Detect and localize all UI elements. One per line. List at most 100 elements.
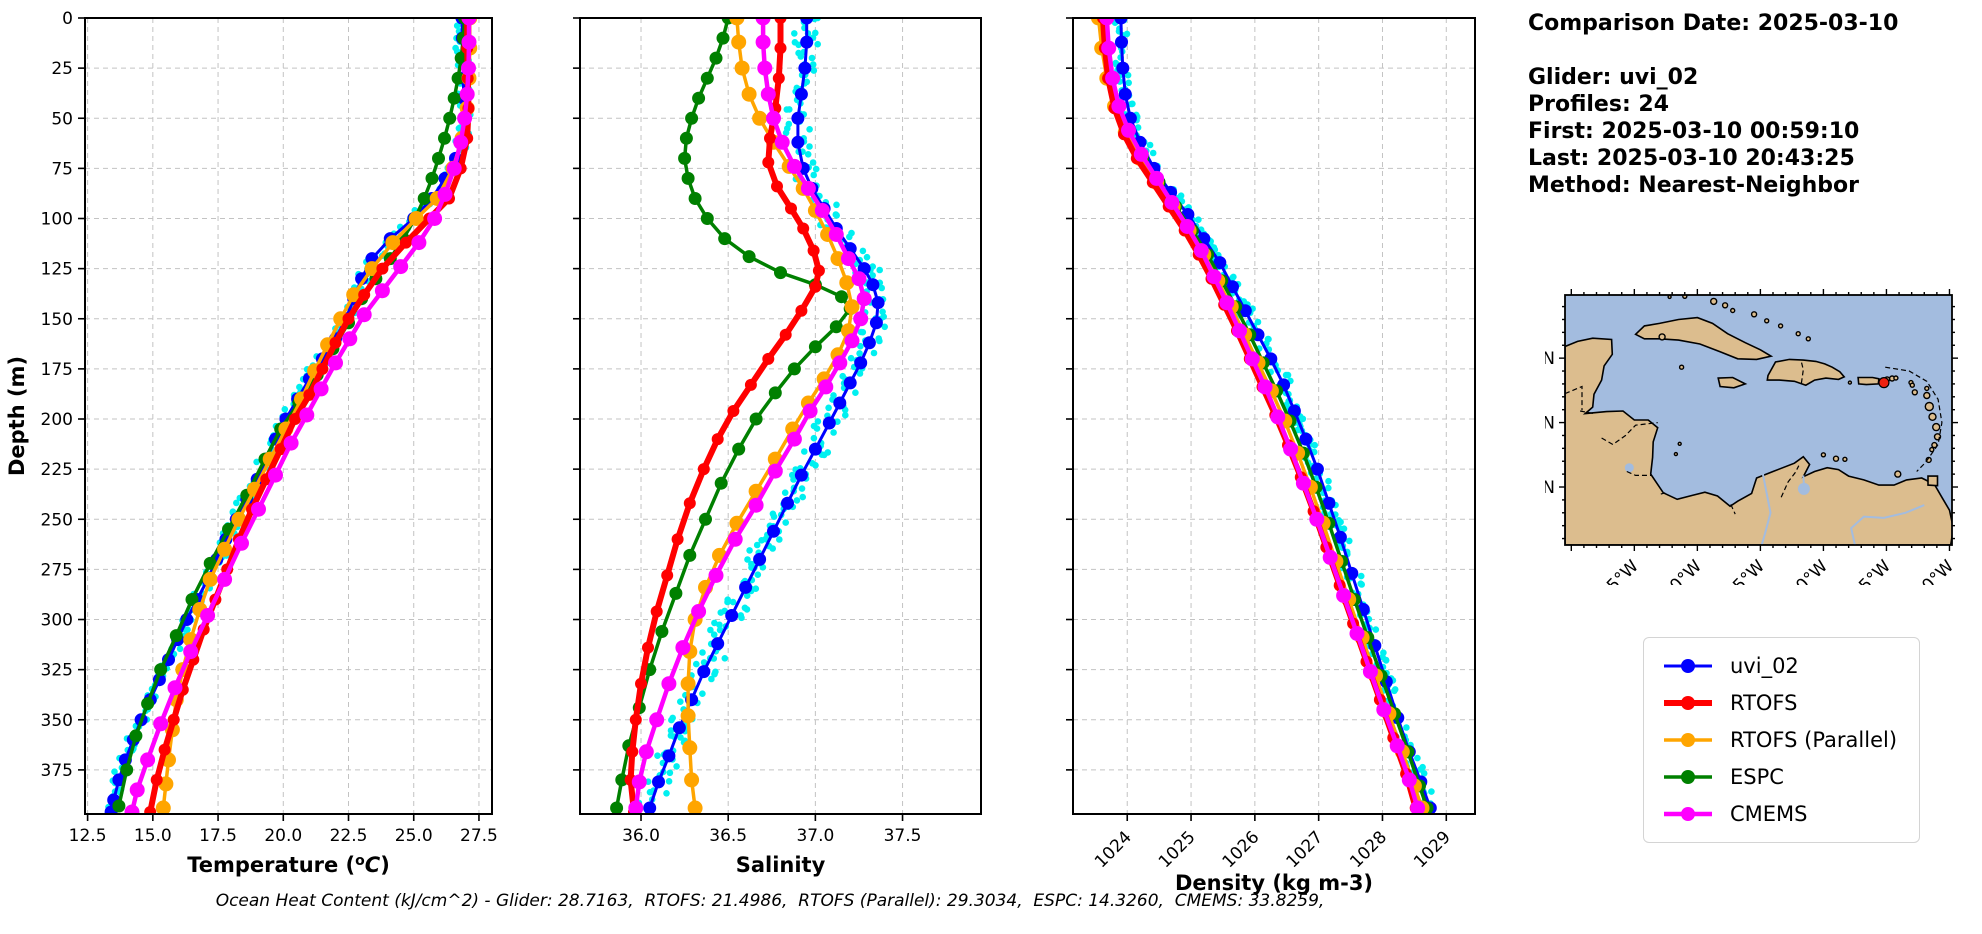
svg-text:15.0: 15.0 bbox=[134, 826, 172, 846]
map-island bbox=[1805, 336, 1811, 342]
glider-location-marker bbox=[1878, 377, 1890, 389]
map-lake bbox=[1797, 482, 1810, 495]
map-lake bbox=[1624, 463, 1634, 473]
map-landmass bbox=[1927, 475, 1939, 487]
svg-text:80°W: 80°W bbox=[1659, 556, 1706, 585]
map-island bbox=[1677, 441, 1682, 447]
map-island bbox=[1924, 401, 1934, 412]
caribbean-map-svg: 20°N 15°N 10°N 85°W 80°W 75°W 70°W 65°W 60°W bbox=[1512, 289, 1958, 604]
uvi_02-profile bbox=[643, 11, 885, 815]
map-landmass bbox=[1634, 316, 1774, 361]
legend-item-espc: ESPC bbox=[1662, 765, 1897, 789]
legend-line-sample bbox=[1664, 733, 1712, 747]
CMEMS-line bbox=[1104, 15, 1420, 811]
RTOFS-line bbox=[627, 15, 822, 815]
density-axis-label: Density (kg m-3) bbox=[1175, 871, 1373, 895]
RTOFS (Parallel)-profile bbox=[155, 10, 478, 816]
map-frame bbox=[1564, 294, 1953, 546]
map-island bbox=[1925, 456, 1932, 464]
axis-ticks bbox=[573, 17, 904, 821]
uvi_02-profile bbox=[1114, 11, 1437, 815]
svg-text:25.0: 25.0 bbox=[395, 826, 433, 846]
first-time-text: First: 2025-03-10 00:59:10 bbox=[1528, 119, 1860, 144]
axis-ticks bbox=[1066, 17, 1448, 821]
legend-line-sample bbox=[1664, 659, 1712, 673]
map-boundary-line bbox=[1601, 422, 1658, 446]
uvi_02-profile bbox=[104, 11, 472, 819]
legend-label: RTOFS bbox=[1730, 691, 1798, 715]
svg-text:85°W: 85°W bbox=[1596, 556, 1643, 585]
RTOFS-profile bbox=[1097, 12, 1422, 814]
svg-text:150: 150 bbox=[41, 310, 73, 330]
svg-text:75: 75 bbox=[51, 159, 73, 179]
map-island bbox=[1928, 412, 1937, 422]
svg-text:37.5: 37.5 bbox=[884, 826, 922, 846]
svg-text:20.0: 20.0 bbox=[264, 826, 302, 846]
CMEMS-profile bbox=[628, 10, 872, 816]
legend: uvi_02 RTOFS RTOFS (Parallel) ESPC CMEMS bbox=[1643, 637, 1921, 843]
legend-item-rtofs: RTOFS bbox=[1662, 691, 1897, 715]
map-river bbox=[1760, 473, 1772, 545]
map-boundary-line bbox=[1565, 385, 1583, 411]
map-ticks bbox=[1559, 289, 1958, 551]
map-boundary-line bbox=[1780, 465, 1800, 498]
map-island bbox=[1923, 391, 1931, 400]
legend-label: RTOFS (Parallel) bbox=[1730, 728, 1898, 752]
svg-text:36.5: 36.5 bbox=[709, 826, 747, 846]
salinity-profile-svg: 36.0 36.5 37.0 37.5 Salinity bbox=[520, 0, 1010, 900]
legend-label: uvi_02 bbox=[1730, 654, 1799, 678]
svg-text:20°N: 20°N bbox=[1545, 349, 1555, 369]
map-island bbox=[1924, 385, 1930, 392]
legend-line-sample bbox=[1664, 807, 1712, 821]
svg-text:125: 125 bbox=[41, 260, 73, 280]
map-river bbox=[1802, 475, 1805, 485]
ocean-heat-content-footer: Ocean Heat Content (kJ/cm^2) - Glider: 2… bbox=[215, 891, 1325, 911]
svg-text:65°W: 65°W bbox=[1848, 556, 1895, 585]
map-island bbox=[1911, 389, 1918, 396]
svg-text:70°W: 70°W bbox=[1785, 556, 1832, 585]
info-spacer bbox=[1528, 37, 1898, 64]
svg-text:17.5: 17.5 bbox=[199, 826, 237, 846]
map-landmass bbox=[1857, 376, 1880, 386]
map-boundary-line bbox=[1885, 366, 1943, 472]
comparison-date-text: Comparison Date: 2025-03-10 bbox=[1528, 11, 1899, 36]
map-island bbox=[1929, 446, 1935, 453]
legend-item-cmems: CMEMS bbox=[1662, 802, 1897, 826]
y-tick-labels: 0 25 50 75 100 125 150 175 200 225 250 275 300 325 350… bbox=[41, 9, 73, 781]
legend-label: CMEMS bbox=[1730, 802, 1808, 826]
profiles-count-text: Profiles: 24 bbox=[1528, 92, 1670, 117]
map-island bbox=[1729, 307, 1736, 314]
RTOFS (Parallel)-line bbox=[161, 16, 472, 810]
svg-text:200: 200 bbox=[41, 410, 73, 430]
map-island bbox=[1931, 441, 1938, 449]
map-boundary-line bbox=[1626, 470, 1652, 476]
temperature-profile-svg: 12.5 15.0 17.5 20.0 22.5 25.0 27.5 0 25 50 75 100 12… bbox=[0, 0, 520, 900]
legend-label: ESPC bbox=[1730, 765, 1784, 789]
svg-text:37.0: 37.0 bbox=[796, 826, 834, 846]
svg-text:10°N: 10°N bbox=[1545, 478, 1555, 498]
x-tick-labels: 12.5 15.0 17.5 20.0 22.5 25.0 27.5 bbox=[69, 826, 498, 846]
RTOFS-line bbox=[1100, 15, 1419, 811]
map-island bbox=[1678, 364, 1685, 370]
svg-text:250: 250 bbox=[41, 510, 73, 530]
map-island bbox=[1763, 318, 1770, 324]
map-boundary-line bbox=[1800, 361, 1804, 384]
svg-text:175: 175 bbox=[41, 360, 73, 380]
glider-name-text: Glider: uvi_02 bbox=[1528, 65, 1699, 90]
axes-frame bbox=[579, 17, 982, 815]
method-text: Method: Nearest-Neighbor bbox=[1528, 173, 1859, 198]
temperature-axis-label: Temperature (oC) bbox=[187, 853, 390, 877]
map-boundary-line bbox=[1660, 492, 1666, 495]
svg-text:75°W: 75°W bbox=[1722, 556, 1769, 585]
density-profile-chart: 1024 1025 1026 1027 1028 1029 Density (kg m-3) bbox=[1010, 0, 1522, 904]
RTOFS-profile bbox=[624, 12, 825, 818]
map-river bbox=[1850, 504, 1925, 545]
map-boundary-line bbox=[1730, 504, 1736, 515]
map-island bbox=[1750, 311, 1758, 318]
svg-text:0: 0 bbox=[62, 9, 73, 29]
salinity-axis-label: Salinity bbox=[736, 853, 826, 877]
ESPC-profile bbox=[112, 11, 472, 813]
map-boundary-line bbox=[1579, 410, 1595, 415]
